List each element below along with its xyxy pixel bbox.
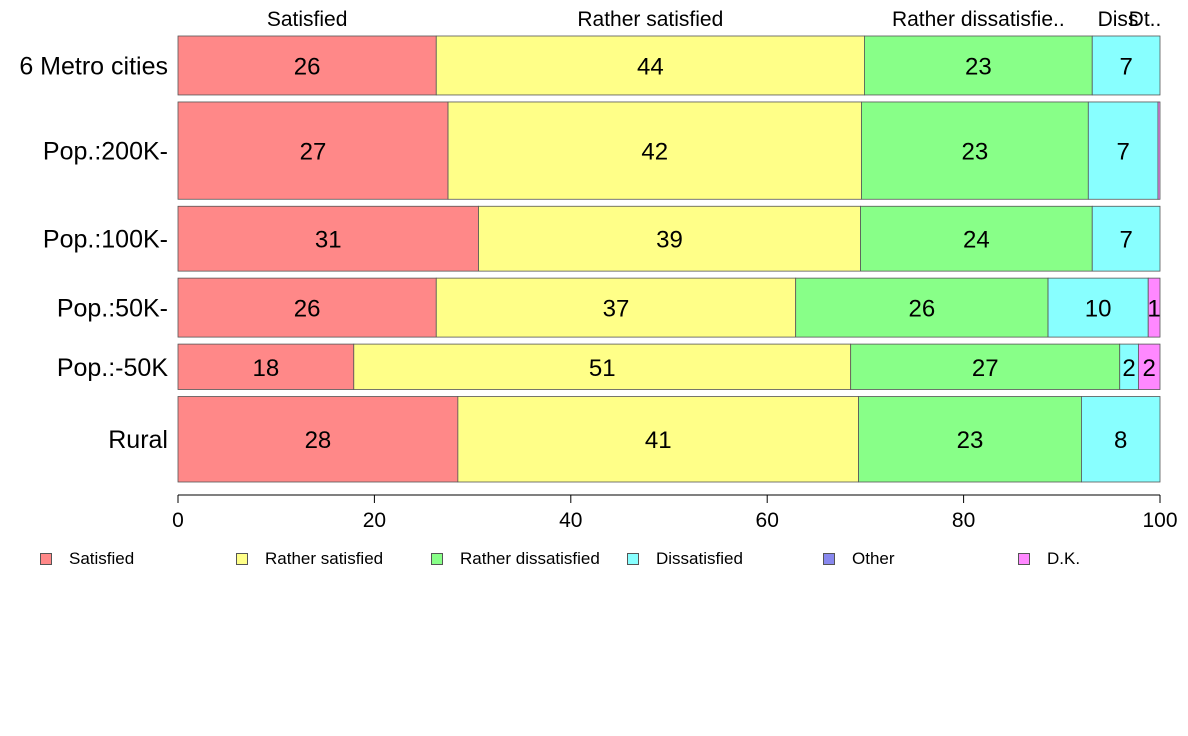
bar-segment (1091, 205, 1161, 272)
x-tick-label: 60 (756, 509, 779, 532)
data-label: 2 (1122, 355, 1135, 382)
data-label: 26 (294, 296, 321, 323)
legend-item: Other (823, 548, 895, 570)
bar-segment (353, 343, 852, 390)
data-label: 37 (603, 296, 630, 323)
data-label: 26 (294, 53, 321, 80)
bar-segment (478, 205, 861, 272)
data-label: 44 (637, 53, 664, 80)
legend-label: Other (852, 549, 895, 568)
legend-swatch (236, 553, 248, 565)
bar-segment (1081, 396, 1161, 483)
data-label: 24 (963, 227, 990, 254)
legend-swatch (431, 553, 443, 565)
bar-segment (1137, 343, 1161, 390)
legend-label: Rather dissatisfied (460, 549, 600, 568)
data-label: 23 (965, 53, 992, 80)
x-tick-label: 20 (363, 509, 386, 532)
legend-swatch (1018, 553, 1030, 565)
bar-segment (1087, 101, 1159, 200)
bar-segment (435, 35, 865, 96)
data-label: 28 (305, 427, 332, 454)
legend-label: D.K. (1047, 549, 1081, 568)
category-label: Pop.:-50K (57, 354, 169, 382)
legend-item: D.K. (1018, 548, 1080, 570)
legend-item: Satisfied (40, 548, 134, 570)
data-label: 8 (1114, 427, 1127, 454)
data-label: 7 (1116, 139, 1129, 166)
bar-segment (177, 205, 479, 272)
data-label: 23 (962, 139, 989, 166)
category-label: Pop.:50K- (57, 295, 168, 323)
legend-swatch (627, 553, 639, 565)
category-label: 6 Metro cities (19, 52, 168, 80)
data-label: 23 (957, 427, 984, 454)
bar-segment (858, 396, 1082, 483)
x-tick-label: 40 (559, 509, 582, 532)
top-series-label: Dt.. (1129, 8, 1162, 31)
data-label: 31 (315, 227, 342, 254)
legend-swatch (40, 553, 52, 565)
data-label: 1 (1147, 296, 1160, 323)
bar-segment (795, 277, 1049, 338)
bar-segment (1147, 277, 1161, 338)
category-label: Rural (108, 426, 168, 454)
top-series-label: Satisfied (267, 8, 348, 31)
top-series-label: Rather dissatisfie.. (892, 8, 1065, 31)
data-label: 18 (253, 355, 280, 382)
legend: Satisfied Rather satisfied Rather dissatis… (0, 548, 1188, 570)
legend-item: Dissatisfied (627, 548, 743, 570)
bar-segment (177, 35, 437, 96)
bar-segment (177, 277, 437, 338)
legend-item: Rather satisfied (236, 548, 383, 570)
data-label: 27 (972, 355, 999, 382)
x-tick-label: 0 (172, 509, 184, 532)
top-series-label: Diss (1098, 8, 1139, 31)
bar-segment (457, 396, 859, 483)
bar-segment (864, 35, 1093, 96)
bar-segment (177, 396, 459, 483)
legend-label: Satisfied (69, 549, 135, 568)
data-label: 51 (589, 355, 616, 382)
bar-segment (1047, 277, 1149, 338)
bar-segment (1157, 101, 1161, 200)
bar-segment (1091, 35, 1161, 96)
legend-label: Rather satisfied (265, 549, 384, 568)
data-label: 10 (1085, 296, 1112, 323)
data-label: 26 (909, 296, 936, 323)
data-label: 27 (300, 139, 327, 166)
bar-segment (435, 277, 797, 338)
data-label: 7 (1119, 53, 1132, 80)
data-label: 39 (656, 227, 683, 254)
data-label: 7 (1119, 227, 1132, 254)
category-label: Pop.:100K- (43, 226, 168, 254)
data-label: 2 (1143, 355, 1156, 382)
bar-segment (447, 101, 862, 200)
category-label: Pop.:200K- (43, 138, 168, 166)
x-tick-label: 100 (1142, 509, 1177, 532)
data-label: 42 (641, 139, 668, 166)
bar-segment (861, 101, 1089, 200)
data-label: 41 (645, 427, 672, 454)
top-series-label: Rather satisfied (577, 8, 723, 31)
x-tick-label: 80 (952, 509, 975, 532)
legend-label: Dissatisfied (656, 549, 743, 568)
bar-segment (177, 101, 449, 200)
bar-segment (850, 343, 1121, 390)
legend-item: Rather dissatisfied (431, 548, 600, 570)
legend-swatch (823, 553, 835, 565)
